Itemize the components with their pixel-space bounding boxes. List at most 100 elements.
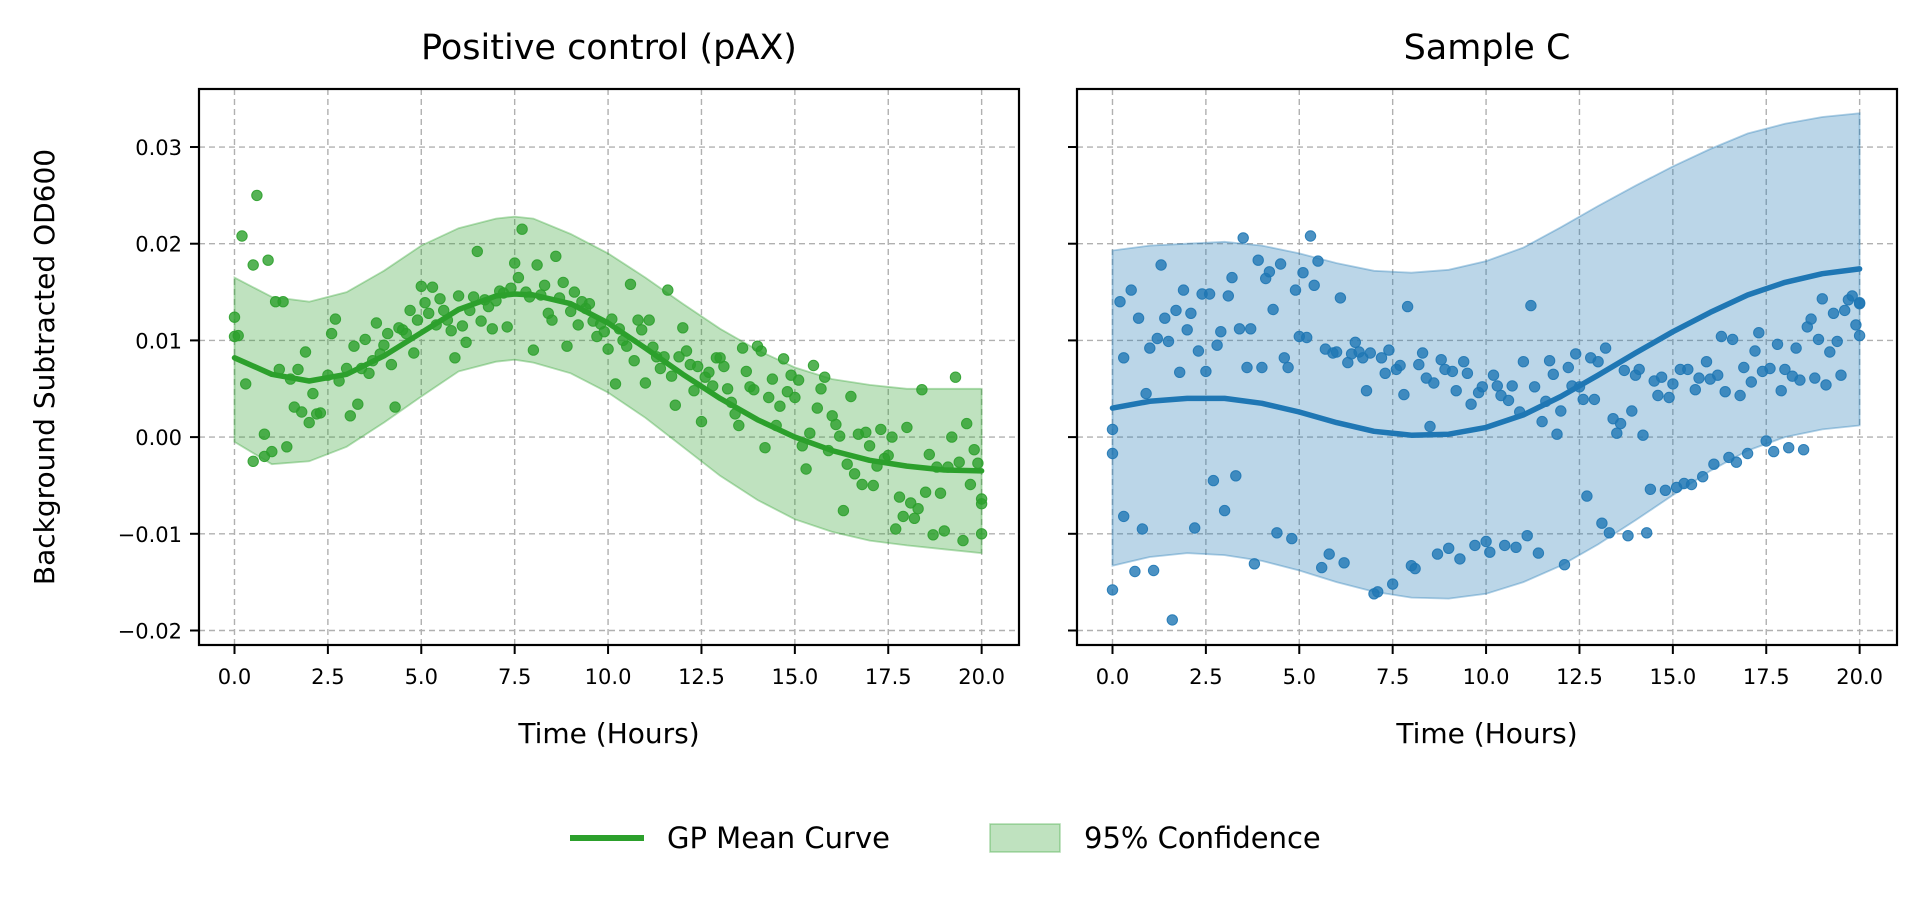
data-point bbox=[415, 280, 427, 292]
data-point bbox=[1708, 458, 1720, 470]
data-point bbox=[975, 493, 988, 505]
data-point bbox=[1106, 584, 1119, 596]
data-point bbox=[968, 444, 980, 456]
data-point bbox=[389, 401, 401, 413]
data-point bbox=[1771, 338, 1784, 350]
data-point bbox=[1416, 347, 1429, 359]
data-point bbox=[897, 510, 909, 523]
data-point bbox=[299, 346, 312, 358]
data-point bbox=[837, 504, 850, 517]
x-tick-label: 7.5 bbox=[1376, 665, 1409, 689]
y-tick-label: −0.02 bbox=[118, 619, 182, 643]
data-point bbox=[1741, 447, 1754, 460]
legend-band-swatch bbox=[989, 823, 1061, 853]
data-point bbox=[1189, 522, 1201, 534]
data-point bbox=[886, 431, 898, 443]
data-point bbox=[834, 430, 846, 442]
data-point bbox=[1805, 313, 1817, 325]
data-point bbox=[303, 416, 315, 429]
y-axis-label: Background Subtracted OD600 bbox=[28, 149, 61, 585]
data-point bbox=[512, 271, 525, 284]
data-point bbox=[262, 254, 274, 266]
data-point bbox=[408, 347, 420, 359]
data-point bbox=[975, 528, 988, 540]
data-point bbox=[1286, 532, 1298, 545]
data-point bbox=[1461, 367, 1474, 379]
data-point bbox=[1106, 423, 1119, 436]
data-point bbox=[863, 440, 876, 452]
data-point bbox=[602, 343, 614, 355]
data-point bbox=[800, 463, 812, 475]
data-point bbox=[1783, 442, 1795, 454]
data-point bbox=[1562, 361, 1575, 374]
data-point bbox=[1241, 361, 1253, 374]
x-tick-label: 17.5 bbox=[865, 665, 912, 689]
data-point bbox=[1118, 352, 1130, 364]
data-point bbox=[1689, 384, 1702, 396]
data-point bbox=[740, 365, 752, 378]
data-point bbox=[721, 383, 734, 395]
x-axis-ticks: 0.0 2.5 5.0 7.5 10.0 12.5 15.0 17.5 20.0 bbox=[1096, 645, 1883, 689]
data-point bbox=[460, 336, 472, 348]
data-point bbox=[538, 279, 551, 291]
data-point bbox=[296, 406, 308, 418]
data-point bbox=[1465, 398, 1477, 410]
legend-band-label: 95% Confidence bbox=[1084, 821, 1321, 855]
data-point bbox=[972, 457, 984, 469]
data-point bbox=[1125, 284, 1137, 296]
data-point bbox=[882, 449, 894, 462]
data-point bbox=[1603, 527, 1616, 539]
data-point bbox=[1827, 307, 1840, 319]
x-tick-label: 0.0 bbox=[218, 665, 251, 689]
data-point bbox=[1274, 258, 1287, 270]
data-point bbox=[905, 497, 917, 509]
data-point bbox=[1469, 539, 1481, 552]
data-point bbox=[1256, 361, 1268, 374]
data-point bbox=[314, 407, 327, 419]
x-tick-label: 15.0 bbox=[771, 665, 818, 689]
data-point bbox=[755, 345, 767, 357]
data-point bbox=[1730, 456, 1743, 468]
data-point bbox=[1543, 355, 1556, 367]
data-point bbox=[1424, 420, 1436, 433]
data-point bbox=[1835, 369, 1847, 381]
data-point bbox=[628, 355, 640, 367]
data-point bbox=[292, 363, 304, 376]
data-point bbox=[1633, 363, 1645, 376]
data-point bbox=[1166, 614, 1179, 626]
data-point bbox=[807, 359, 820, 372]
data-point bbox=[1304, 230, 1317, 242]
data-point bbox=[1517, 356, 1530, 368]
data-point bbox=[471, 245, 483, 258]
data-point bbox=[247, 259, 259, 271]
data-point bbox=[848, 468, 861, 480]
data-point bbox=[1663, 391, 1675, 404]
data-point bbox=[1132, 312, 1145, 324]
data-point bbox=[1323, 548, 1335, 560]
data-point bbox=[1162, 335, 1175, 348]
y-tick-label: 0.03 bbox=[135, 136, 182, 160]
data-point bbox=[692, 360, 704, 373]
data-point bbox=[763, 391, 775, 404]
data-point bbox=[1532, 547, 1545, 559]
x-tick-label: 7.5 bbox=[498, 665, 531, 689]
x-tick-label: 5.0 bbox=[1283, 665, 1316, 689]
data-point bbox=[1349, 336, 1362, 348]
data-point bbox=[1697, 471, 1709, 483]
data-point bbox=[1308, 279, 1320, 291]
x-tick-label: 12.5 bbox=[1556, 665, 1603, 689]
data-point bbox=[949, 371, 962, 383]
data-point bbox=[669, 399, 681, 411]
data-point bbox=[1491, 380, 1504, 392]
data-point bbox=[1775, 385, 1787, 397]
data-point bbox=[1693, 372, 1705, 384]
data-point bbox=[1106, 447, 1119, 460]
data-point bbox=[964, 478, 977, 491]
data-point bbox=[1487, 369, 1500, 381]
data-point bbox=[1577, 393, 1589, 406]
data-point bbox=[804, 427, 816, 439]
data-point bbox=[1551, 428, 1563, 440]
y-tick-label: 0.00 bbox=[135, 426, 182, 450]
data-point bbox=[841, 458, 853, 470]
data-point bbox=[677, 322, 689, 334]
